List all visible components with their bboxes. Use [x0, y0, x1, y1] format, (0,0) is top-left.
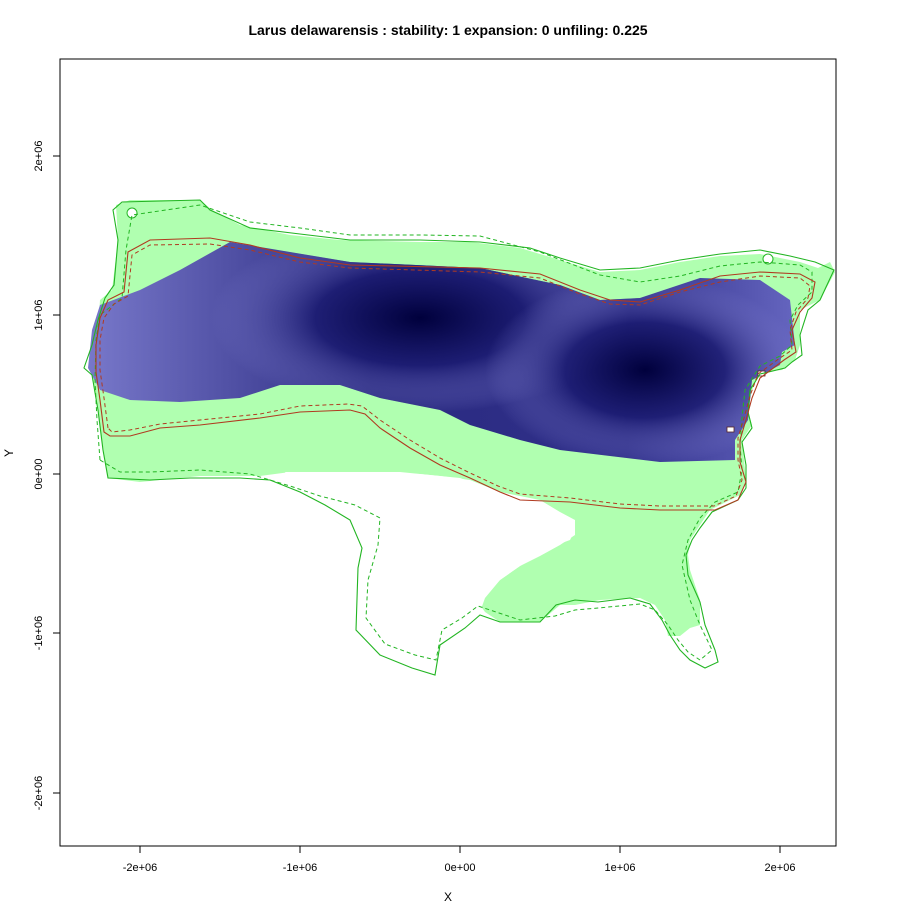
hole-2: [726, 426, 735, 433]
map-layers: [83, 199, 835, 676]
x-tick-label: -1e+06: [283, 862, 318, 874]
invaded-range-outline: [95, 237, 816, 511]
x-tick-label: 1e+06: [605, 862, 636, 874]
x-axis-title: X: [444, 890, 452, 904]
y-tick-label: 0e+00: [33, 459, 45, 490]
y-tick-label: -2e+06: [33, 776, 45, 811]
x-tick-label: 0e+00: [445, 862, 476, 874]
unfilled-gap: [285, 472, 575, 668]
native-range-outline: [83, 199, 835, 676]
y-tick-label: 1e+06: [33, 300, 45, 331]
invaded-range-inner-outline: [99, 243, 811, 507]
y-tick-label: -1e+06: [33, 616, 45, 651]
hole-4: [762, 253, 774, 265]
y-tick-label: 2e+06: [33, 141, 45, 172]
x-axis: -2e+06 -1e+06 0e+00 1e+06 2e+06 X: [123, 846, 796, 904]
y-axis-title: Y: [2, 449, 16, 457]
chart-title: Larus delawarensis : stability: 1 expans…: [248, 22, 647, 38]
hole-3: [126, 207, 138, 219]
plot-frame: [59, 58, 837, 847]
x-tick-label: -2e+06: [123, 862, 158, 874]
x-tick-label: 2e+06: [765, 862, 796, 874]
y-axis: 2e+06 1e+06 0e+00 -1e+06 -2e+06 Y: [2, 141, 60, 811]
